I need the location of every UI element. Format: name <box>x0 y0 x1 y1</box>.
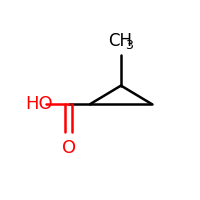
Text: O: O <box>62 139 76 157</box>
Text: CH: CH <box>108 32 132 50</box>
Text: 3: 3 <box>125 39 133 52</box>
Text: HO: HO <box>25 95 52 113</box>
